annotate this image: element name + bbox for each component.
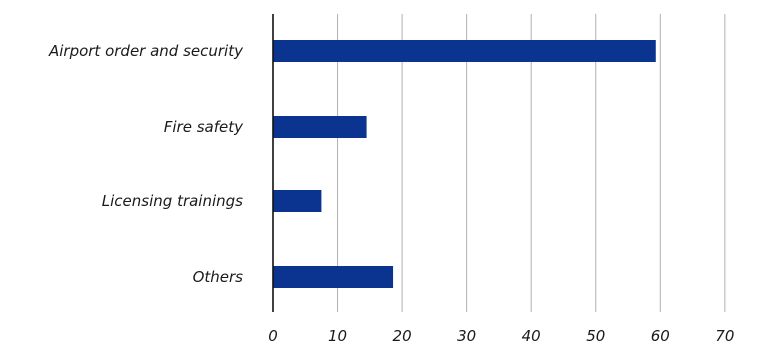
bar-licensing-trainings bbox=[273, 190, 322, 212]
x-tick-label: 30 bbox=[457, 327, 476, 345]
x-tick-label: 50 bbox=[586, 327, 605, 345]
bar-others bbox=[273, 266, 394, 288]
x-tick-label: 10 bbox=[328, 327, 347, 345]
category-label: Airport order and security bbox=[48, 42, 244, 60]
category-labels: Airport order and security Fire safety Lic… bbox=[48, 42, 244, 286]
x-tick-label: 0 bbox=[268, 327, 278, 345]
bars bbox=[273, 40, 656, 288]
x-tick-labels: 0 10 20 30 40 50 60 70 bbox=[268, 327, 734, 345]
category-label: Fire safety bbox=[164, 118, 244, 136]
x-tick-label: 20 bbox=[393, 327, 412, 345]
x-tick-label: 40 bbox=[522, 327, 541, 345]
bar-airport-order-and-security bbox=[273, 40, 656, 62]
gridlines bbox=[337, 14, 726, 312]
x-tick-label: 60 bbox=[651, 327, 670, 345]
category-label: Licensing trainings bbox=[102, 192, 243, 210]
category-label: Others bbox=[193, 268, 244, 286]
bar-fire-safety bbox=[273, 116, 367, 138]
x-tick-label: 70 bbox=[715, 327, 734, 345]
